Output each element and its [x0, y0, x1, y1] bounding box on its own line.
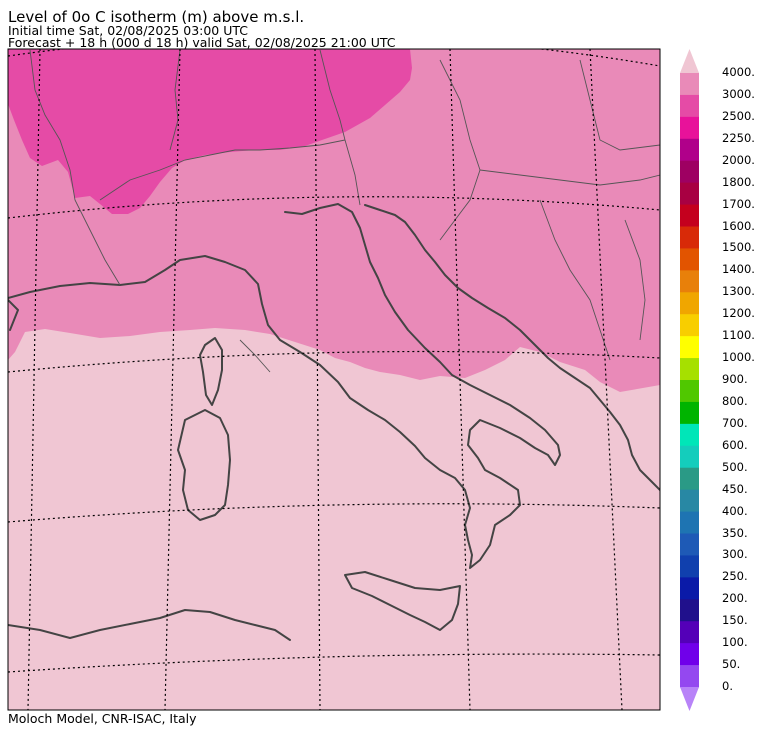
legend-swatch	[680, 292, 699, 315]
legend-swatch	[680, 577, 699, 600]
legend-label: 250.	[722, 569, 748, 584]
legend-label: 800.	[722, 393, 748, 408]
map-frame	[7, 48, 661, 711]
coastline-adriatic-east	[364, 204, 660, 491]
legend-label: 1800.	[722, 174, 755, 189]
legend-label: 600.	[722, 437, 748, 452]
coastline-corsica	[199, 337, 223, 406]
legend-label: 3000.	[722, 86, 755, 101]
legend-swatch	[680, 116, 699, 140]
legend-swatch	[680, 423, 699, 447]
coastline-sardinia	[177, 409, 231, 521]
legend-label: 700.	[722, 415, 748, 430]
legend-swatch	[680, 138, 699, 162]
legend-label: 1600.	[722, 218, 755, 233]
chart-title: Level of 0o C isotherm (m) above m.s.l.	[8, 8, 305, 26]
coastline-italy-west	[8, 203, 561, 569]
legend-swatch	[680, 358, 699, 381]
legend-label: 1100.	[722, 328, 755, 343]
legend-swatch	[680, 336, 699, 359]
legend-swatch	[680, 511, 699, 534]
legend-label: 350.	[722, 525, 748, 540]
legend-label: 4000.	[722, 65, 755, 79]
initial-time: Initial time Sat, 02/08/2025 03:00 UTC	[8, 23, 249, 38]
legend-label: 1700.	[722, 196, 755, 211]
legend-label: 2000.	[722, 152, 755, 167]
legend-label: 1400.	[722, 262, 755, 277]
legend-swatch	[680, 73, 699, 96]
legend-swatch	[680, 445, 699, 469]
legend-swatch	[680, 248, 699, 271]
legend-label: 400.	[722, 503, 748, 518]
legend-label: 1000.	[722, 350, 755, 365]
legend-swatch	[680, 314, 699, 337]
legend-swatch	[680, 401, 699, 425]
forecast-valid-time: Forecast + 18 h (000 d 18 h) valid Sat, …	[8, 35, 396, 50]
coastline-sicily	[344, 571, 461, 631]
legend-label: 1200.	[722, 306, 755, 321]
legend-swatch	[680, 467, 699, 491]
legend-label: 150.	[722, 613, 748, 628]
legend-swatch	[680, 489, 699, 513]
legend-swatch	[680, 380, 699, 403]
legend-swatch	[680, 665, 699, 688]
coastlines	[8, 203, 660, 641]
legend-label: 100.	[722, 635, 748, 650]
coastline-north-africa	[8, 609, 291, 641]
legend-top-arrow	[680, 49, 699, 73]
legend-label: 1300.	[722, 284, 755, 299]
legend-label: 0.	[722, 679, 733, 693]
legend-swatch	[680, 182, 699, 206]
coastline-gulf-of-lion	[8, 299, 19, 331]
legend-label: 450.	[722, 481, 748, 496]
legend-label: 300.	[722, 547, 748, 562]
legend-label: 200.	[722, 591, 748, 606]
legend-swatch	[680, 226, 699, 249]
legend-swatch	[680, 160, 699, 184]
legend-swatch	[680, 599, 699, 622]
legend-swatch	[680, 270, 699, 293]
legend-label: 500.	[722, 459, 748, 474]
model-credit: Moloch Model, CNR-ISAC, Italy	[8, 711, 197, 726]
legend-swatch	[680, 643, 699, 666]
legend-label: 2250.	[722, 130, 755, 145]
lat-lon-grid	[8, 49, 660, 710]
legend-swatch	[680, 94, 699, 118]
legend-label: 2500.	[722, 108, 755, 123]
legend-label: 50.	[722, 657, 741, 672]
legend-label: 900.	[722, 372, 748, 386]
legend-swatch	[680, 555, 699, 578]
legend-swatch	[680, 204, 699, 227]
legend-swatch	[680, 533, 699, 556]
legend-swatch	[680, 621, 699, 644]
legend-bottom-arrow	[680, 687, 699, 711]
legend-label: 1500.	[722, 240, 755, 255]
high-zone-fill	[8, 49, 412, 214]
